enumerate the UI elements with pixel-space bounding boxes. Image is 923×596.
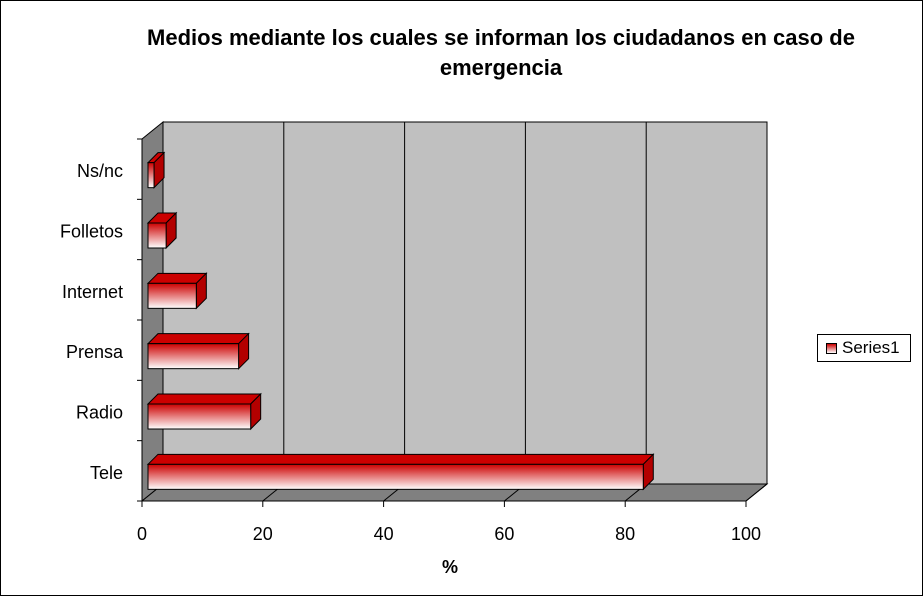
y-tick-label: Folletos bbox=[60, 222, 123, 242]
bar-top-face bbox=[146, 453, 655, 465]
bar bbox=[147, 162, 155, 189]
y-tick-label: Ns/nc bbox=[77, 161, 123, 181]
y-tick-label: Radio bbox=[76, 403, 123, 423]
floor-gridline bbox=[745, 483, 768, 502]
x-tick-label: 20 bbox=[253, 524, 273, 544]
x-tick-label: 100 bbox=[731, 524, 761, 544]
bar bbox=[147, 222, 167, 249]
x-tick-label: 40 bbox=[374, 524, 394, 544]
x-tick-label: 80 bbox=[615, 524, 635, 544]
y-tick-label: Prensa bbox=[66, 342, 124, 362]
bar bbox=[147, 463, 644, 490]
legend: Series1 bbox=[817, 334, 911, 362]
bar bbox=[147, 282, 197, 309]
back-wall bbox=[162, 121, 768, 485]
y-tick-label: Internet bbox=[62, 282, 123, 302]
bar bbox=[147, 403, 252, 430]
x-axis-label: % bbox=[442, 557, 458, 577]
bar bbox=[147, 343, 240, 370]
y-tick-label: Tele bbox=[90, 463, 123, 483]
chart-title: Medios mediante los cuales se informan l… bbox=[147, 25, 855, 80]
legend-swatch bbox=[826, 342, 837, 354]
bar-top-face bbox=[146, 393, 262, 405]
x-tick-label: 0 bbox=[137, 524, 147, 544]
bar-top-face bbox=[146, 333, 250, 345]
x-tick-label: 60 bbox=[494, 524, 514, 544]
legend-label: Series1 bbox=[842, 338, 900, 357]
